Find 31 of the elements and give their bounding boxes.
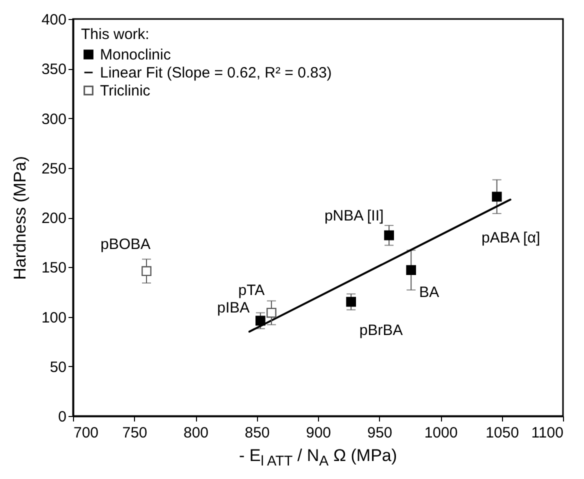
x-tick-label: 800 [183, 424, 209, 442]
legend-title: This work: [81, 26, 150, 43]
annotation: pNBA [II] [324, 207, 384, 224]
legend-label: Monoclinic [100, 46, 172, 64]
y-tick-label: 100 [41, 309, 66, 326]
legend-label: Triclinic [100, 82, 151, 100]
x-tick-label: 850 [244, 424, 270, 442]
x-tick-label: 700 [74, 424, 99, 442]
annotation: pBrBA [359, 322, 403, 339]
y-tick-label: 200 [41, 210, 66, 227]
annotation: pTA [238, 282, 265, 299]
annotation: pBOBA [100, 236, 151, 254]
x-axis-title: - E$_{l ATT}$ / N$_{A}$ Ω (MPa) [238, 446, 398, 470]
x-tick-label: 750 [122, 424, 148, 442]
y-tick-label: 300 [41, 110, 66, 128]
y-tick-label: 0 [58, 408, 66, 426]
y-tick-label: 50 [50, 358, 66, 376]
annotation: pABA [α] [481, 230, 540, 247]
x-tick-label: 1100 [531, 424, 564, 442]
x-tick-label: 900 [306, 424, 332, 442]
x-tick-label: 1050 [486, 424, 519, 442]
annotation: BA [419, 284, 440, 302]
y-tick-label: 400 [41, 12, 66, 28]
y-axis-title: Hardness (MPa) [10, 156, 30, 280]
y-tick-label: 350 [41, 61, 66, 78]
y-tick-label: 150 [41, 260, 66, 277]
y-tick-label: 250 [41, 160, 66, 178]
annotation: pIBA [217, 300, 250, 317]
x-tick-label: 950 [367, 424, 392, 442]
x-tick-label: 1000 [424, 424, 458, 442]
legend-label: Linear Fit (Slope = 0.62, R² = 0.83) [100, 64, 332, 82]
